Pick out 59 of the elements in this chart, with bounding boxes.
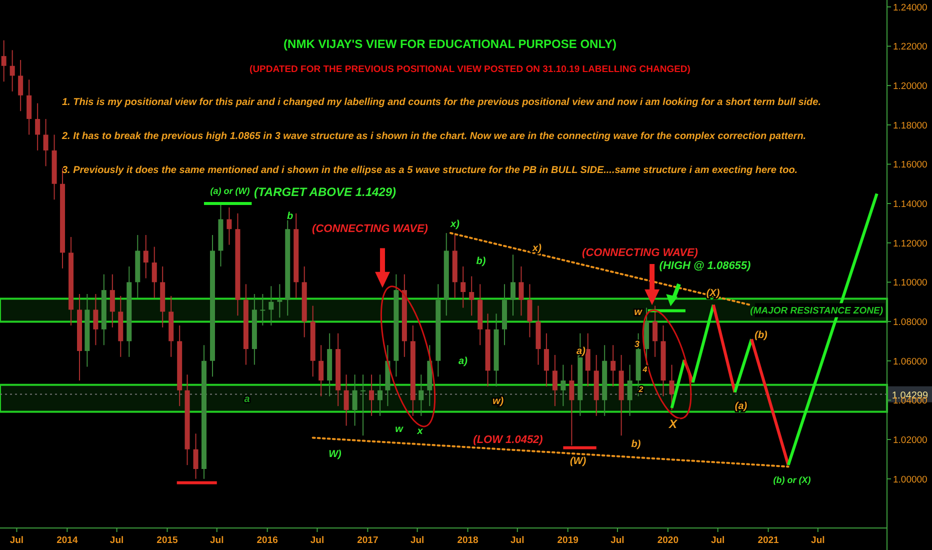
annotation: x): [532, 243, 542, 254]
x-tick-label: 2020: [657, 535, 678, 546]
y-tick-label: 1.10000: [893, 278, 928, 289]
x-tick-label: Jul: [710, 535, 725, 546]
x-tick-label: Jul: [310, 535, 324, 546]
y-tick-label: 1.24000: [893, 2, 928, 14]
annotation: a): [458, 356, 468, 367]
y-tick-label: 1.18000: [893, 120, 928, 132]
annotation: b): [476, 256, 486, 267]
x-tick-label: Jul: [510, 535, 524, 546]
annotation: (CONNECTING WAVE): [582, 247, 698, 259]
annotation: (CONNECTING WAVE): [312, 223, 428, 235]
annotation: a: [244, 394, 250, 405]
annotation: (LOW 1.0452): [473, 434, 544, 446]
annotation: (a): [734, 401, 748, 412]
annotation: 2: [638, 385, 644, 394]
annotation: w: [395, 424, 404, 435]
annotation: b): [631, 439, 642, 450]
x-tick-label: 2019: [557, 535, 578, 546]
y-tick-label: 1.14000: [893, 199, 928, 210]
x-tick-label: Jul: [10, 535, 24, 546]
annotation: (W): [570, 456, 587, 467]
x-tick-label: Jul: [811, 535, 825, 546]
y-tick-label: 1.12000: [893, 238, 928, 250]
annotation: 2. It has to break the previous high 1.0865 in 3 wave structure as i shown in the chart. Now we are in the connecting wave for the complex correction pattern.: [61, 131, 806, 142]
annotation: b: [286, 211, 294, 222]
text: (UPDATED FOR THE PREVIOUS POSITIONAL VIEW POSTED ON 31.10.19 LABELLING CHANGED): [250, 64, 690, 75]
x-tick-label: 2016: [256, 535, 278, 546]
y-tick-label: 1.02000: [893, 435, 928, 446]
x-tick-label: Jul: [210, 535, 224, 546]
annotation: (b) or (X): [773, 475, 811, 485]
annotation: W): [328, 449, 342, 460]
annotation: 1. This is my positional view for this pair and i changed my labelling and counts for the previous positional view and now i am looking for a short term bull side.: [62, 97, 822, 108]
x-tick-label: Jul: [610, 535, 624, 546]
annotation: (TARGET ABOVE 1.1429): [254, 185, 396, 199]
annotation: w: [634, 307, 644, 318]
y-tick-label: 1.06000: [893, 356, 928, 368]
x-tick-label: Jul: [410, 535, 424, 546]
y-tick-label: 1.16000: [893, 160, 928, 171]
annotation: w): [492, 396, 504, 407]
x-tick-label: 2014: [56, 535, 78, 546]
x-tick-label: 2018: [457, 535, 478, 546]
annotation: 4: [642, 365, 648, 374]
band-label: (MAJOR RESISTANCE ZONE): [750, 306, 883, 317]
text: (NMK VIJAY'S VIEW FOR EDUCATIONAL PURPOSE ONLY): [284, 37, 616, 51]
annotation: x): [450, 219, 460, 230]
annotation: x: [416, 426, 424, 437]
annotation: (b): [754, 330, 768, 341]
annotation: (a) or (W): [210, 186, 250, 196]
x-tick-label: Jul: [110, 535, 124, 546]
y-tick-label: 1.00000: [893, 474, 928, 486]
y-tick-label: 1.20000: [893, 81, 928, 92]
x-tick-label: 2015: [156, 535, 179, 546]
x-tick-label: 2021: [758, 535, 780, 546]
y-tick-label: 1.08000: [893, 317, 928, 328]
annotation: (HIGH @ 1.08655): [659, 260, 752, 272]
annotation: X: [668, 417, 678, 431]
x-tick-label: 2017: [357, 535, 378, 546]
y-tick-label: 1.22000: [893, 42, 928, 53]
